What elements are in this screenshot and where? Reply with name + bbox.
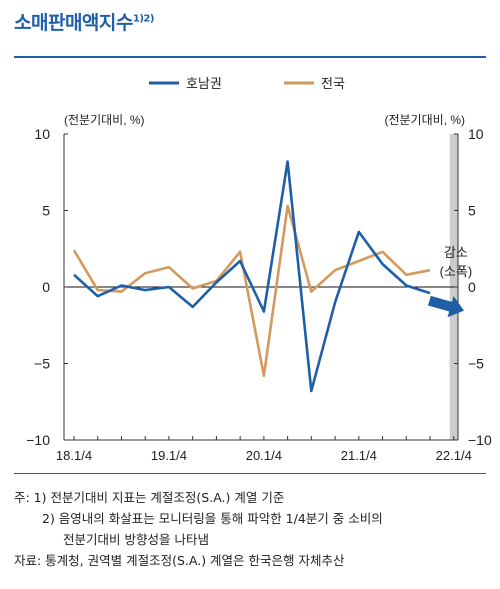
chart-title: 소매판매액지수1)2) [14,8,154,35]
y-tick-label-right: 10 [468,126,484,142]
y-tick-label-left: 10 [34,126,50,142]
annotation-line-1: 감소 [444,245,468,260]
x-tick-label: 20.1/4 [246,448,282,463]
series-line-national [72,204,431,378]
legend-label-honam: 호남권 [186,76,222,91]
y-tick-label-left: −10 [26,432,50,448]
chart-title-footnote-marker: 1)2) [132,13,155,25]
y-tick-label-right: −10 [468,432,492,448]
footnote-2: 2) 음영내의 화살표는 모니터링을 통해 파악한 1/4분기 중 소비의 [42,511,383,526]
x-tick-label: 21.1/4 [341,448,377,463]
x-tick-label: 22.1/4 [436,448,472,463]
source-note: 자료: 통계청, 권역별 계절조정(S.A.) 계열은 한국은행 자체추산 [14,553,345,568]
y-tick-label-right: 5 [468,203,476,219]
x-tick-label: 18.1/4 [56,448,92,463]
legend-label-national: 전국 [321,76,345,91]
annotation-line-2: (소폭) [440,264,473,279]
footnotes: 주: 1) 전분기대비 지표는 계절조정(S.A.) 계열 기준 2) 음영내의… [14,487,490,571]
y-tick-label-left: 5 [42,203,50,219]
chart-title-text: 소매판매액지수 [14,12,133,34]
left-axis-unit: (전분기대비, %) [64,113,145,127]
series-line-honam [73,160,431,393]
y-tick-label-right: −5 [468,356,484,372]
y-tick-label-right: 0 [468,279,476,295]
footnote-1: 주: 1) 전분기대비 지표는 계절조정(S.A.) 계열 기준 [14,490,285,505]
y-tick-label-left: −5 [34,356,50,372]
bottom-rule [14,473,486,474]
line-chart: 10 10 5 5 0 0 −5 −5 −10 −10 18.1/4 19.1/4 20.1/4 21.1… [26,76,492,463]
arrow-shape [428,295,465,318]
y-tick-label-left: 0 [42,279,50,295]
footnote-2-cont: 전분기대비 방향성을 나타냄 [63,532,209,547]
decrease-arrow-icon [428,295,465,318]
title-rule [14,56,486,58]
x-tick-label: 19.1/4 [151,448,187,463]
right-axis-unit: (전분기대비, %) [384,113,465,127]
